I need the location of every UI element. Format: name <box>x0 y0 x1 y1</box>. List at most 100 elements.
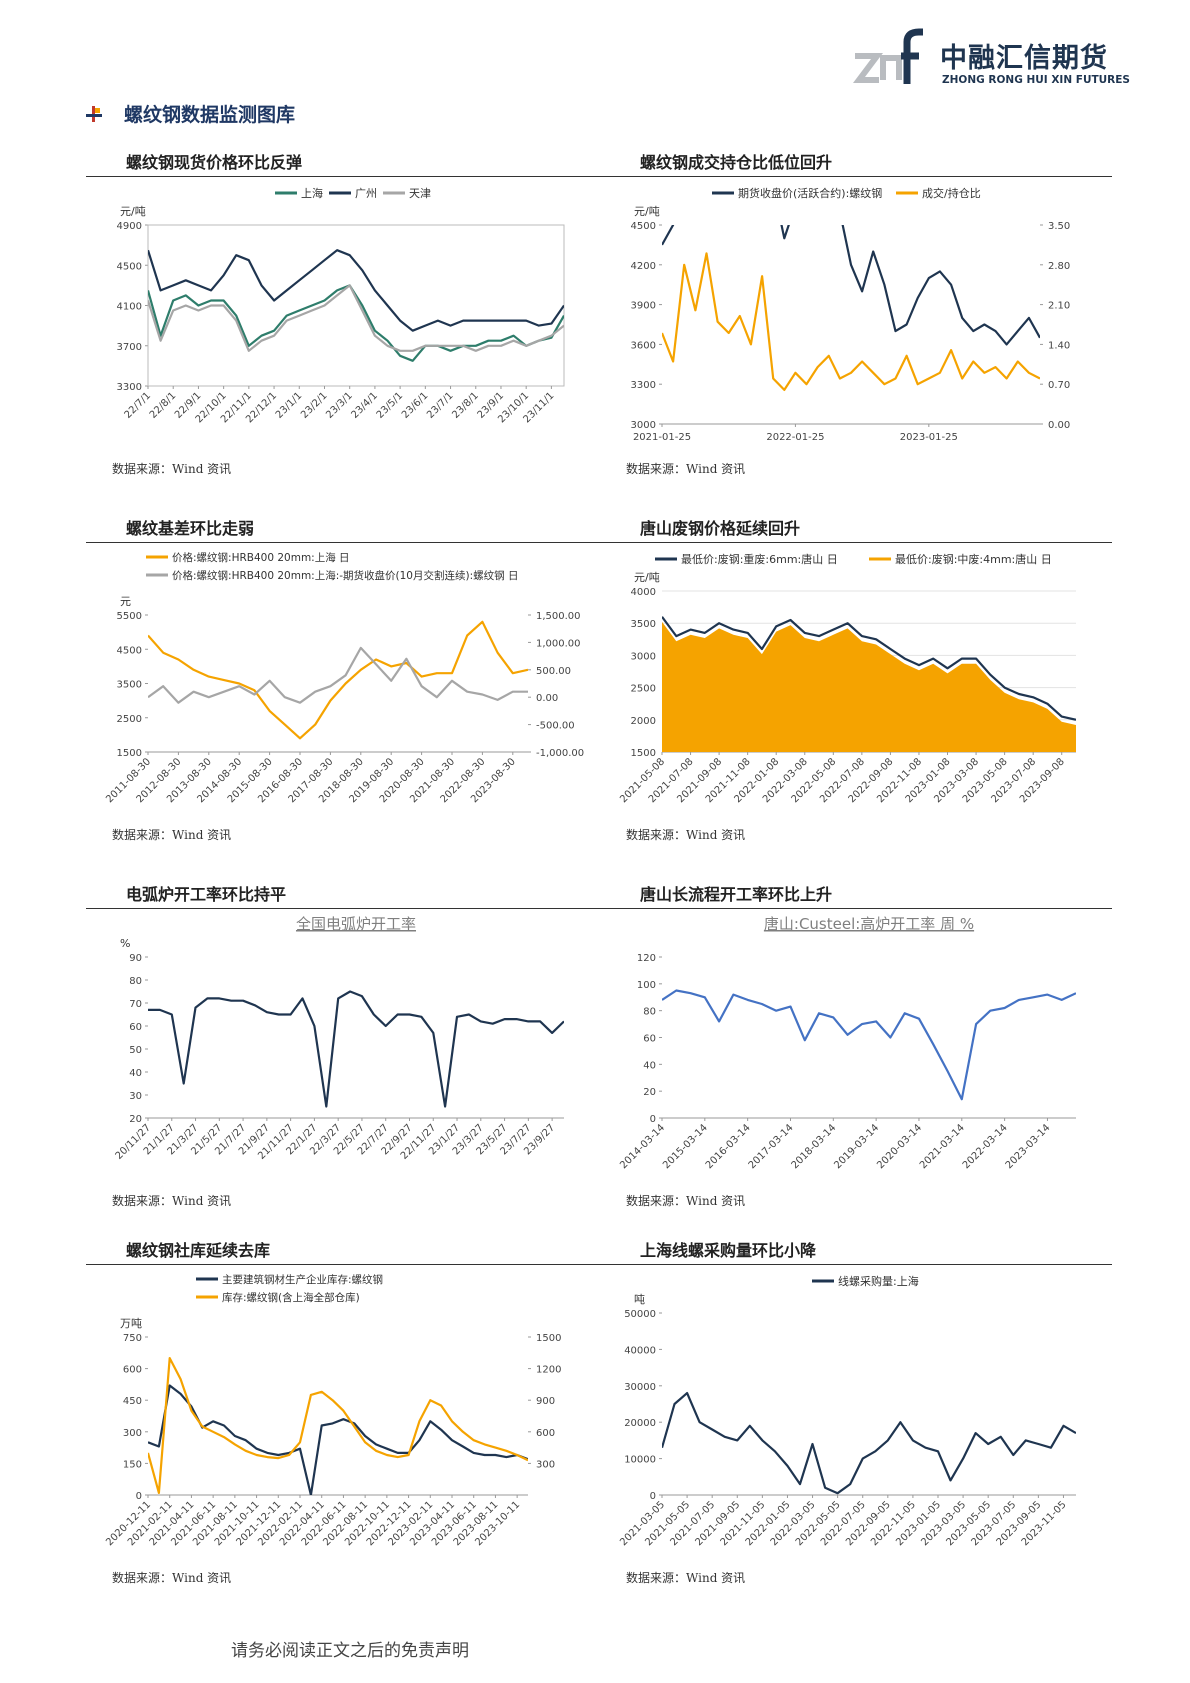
y-tick-label: 4000 <box>631 587 656 598</box>
logo-z <box>853 53 883 83</box>
icon-dot <box>95 108 100 113</box>
chart-title: 螺纹钢现货价格环比反弹 <box>86 150 600 177</box>
x-tick-label: 22/7/1 <box>123 390 154 421</box>
y-tick-label: 80 <box>129 976 142 987</box>
legend-title: 唐山:Custeel:高炉开工率 周 % <box>764 915 974 933</box>
y-tick-label: 3600 <box>631 340 656 351</box>
legend-label: 上海 <box>301 186 323 200</box>
y2-tick-label: 300 <box>536 1459 555 1470</box>
chart-panel: 螺纹钢社库延续去库 主要建筑钢材生产企业库存:螺纹钢 库存:螺纹钢(含上海全部仓库)… <box>86 1238 600 1593</box>
x-tick-label: 23/1/1 <box>274 390 305 421</box>
x-tick-label: 23/7/1 <box>425 390 456 421</box>
y-tick-label: 4500 <box>631 221 656 232</box>
y-axis-unit: 元/吨 <box>634 571 660 584</box>
y-axis-unit: 元 <box>120 595 131 608</box>
chart-source: 数据来源：Wind 资讯 <box>626 462 746 476</box>
y-tick-label: 120 <box>637 953 656 964</box>
x-tick-label: 2019-03-14 <box>832 1122 881 1171</box>
x-tick-label: 2022-03-14 <box>961 1122 1010 1171</box>
y2-tick-label: 0.00 <box>536 693 558 704</box>
chart-title: 唐山长流程开工率环比上升 <box>600 882 1112 909</box>
y-tick-label: 600 <box>123 1365 142 1376</box>
x-tick-label: 23/8/1 <box>450 390 481 421</box>
y-tick-label: 30000 <box>624 1382 656 1393</box>
y-tick-label: 4100 <box>117 302 142 313</box>
chart-source: 数据来源：Wind 资讯 <box>112 1571 232 1585</box>
y2-tick-label: -500.00 <box>536 721 575 732</box>
y-tick-label: 3500 <box>631 619 656 630</box>
chart-title: 螺纹钢成交持仓比低位回升 <box>600 150 1112 177</box>
x-tick-label: 2015-03-14 <box>661 1122 710 1171</box>
y-tick-label: 3300 <box>631 380 656 391</box>
chart-title: 唐山废钢价格延续回升 <box>600 516 1112 543</box>
y-tick-label: 3000 <box>631 651 656 662</box>
y-tick-label: 2500 <box>631 684 656 695</box>
legend-label: 天津 <box>409 187 431 200</box>
x-tick-label: 2014-03-14 <box>618 1122 667 1171</box>
chart-title: 上海线螺采购量环比小降 <box>600 1238 1112 1265</box>
legend-label: 库存:螺纹钢(含上海全部仓库) <box>222 1291 360 1304</box>
legend-title: 全国电弧炉开工率 <box>296 915 416 933</box>
x-tick-label: 23/3/1 <box>324 390 355 421</box>
x-tick-label: 23/5/1 <box>375 390 406 421</box>
chart: 唐山:Custeel:高炉开工率 周 % 0 20 40 60 80 100 120 2014-… <box>618 915 1076 1171</box>
y-tick-label: 40 <box>643 1060 656 1071</box>
chart: 全国电弧炉开工率%203040506070809020/11/2721/1/27… <box>114 915 564 1162</box>
x-tick-label: 23/2/1 <box>299 390 330 421</box>
y-tick-label: 60 <box>129 1022 142 1033</box>
line <box>148 249 564 332</box>
legend-label: 最低价:废钢:重废:6mm:唐山 日 <box>681 552 838 566</box>
logo-n <box>880 55 902 80</box>
legend-label: 价格:螺纹钢:HRB400 20mm:上海 日 <box>172 551 350 564</box>
line <box>148 284 564 352</box>
y-tick-label: 2000 <box>631 716 656 727</box>
x-tick-label: 2022-01-25 <box>766 432 824 443</box>
y-tick-label: 20000 <box>624 1418 656 1429</box>
chart: 价格:螺纹钢:HRB400 20mm:上海 日价格:螺纹钢:HRB400 20m… <box>104 551 584 805</box>
y-tick-label: 60 <box>643 1034 656 1045</box>
y2-tick-label: -1,000.00 <box>536 748 584 759</box>
chart-title: 电弧炉开工率环比持平 <box>86 882 600 909</box>
legend-label: 线螺采购量:上海 <box>838 1274 919 1288</box>
y-tick-label: 3000 <box>631 420 656 431</box>
y-tick-label: 50000 <box>624 1309 656 1320</box>
line <box>662 225 1040 346</box>
y-tick-label: 4200 <box>631 261 656 272</box>
y-tick-label: 1500 <box>631 748 656 759</box>
y-tick-label: 300 <box>123 1428 142 1439</box>
y2-tick-label: 3.50 <box>1048 221 1070 232</box>
x-tick-label: 2023-03-14 <box>1004 1122 1053 1171</box>
y2-tick-label: 500.00 <box>536 666 571 677</box>
chart-panel: 螺纹基差环比走弱 价格:螺纹钢:HRB400 20mm:上海 日价格:螺纹钢:HR… <box>86 516 600 850</box>
x-tick-label: 2021-03-14 <box>918 1122 967 1171</box>
line <box>662 616 1076 721</box>
line <box>148 1384 528 1495</box>
brand-name: 中融汇信期货 <box>940 43 1108 74</box>
section-title: 螺纹钢数据监测图库 <box>124 104 296 126</box>
y-tick-label: 4900 <box>117 221 142 232</box>
y2-tick-label: 0.00 <box>1048 420 1070 431</box>
legend-label: 主要建筑钢材生产企业库存:螺纹钢 <box>222 1273 383 1286</box>
y-tick-label: 3700 <box>117 342 142 353</box>
line <box>148 646 528 704</box>
line <box>662 1392 1076 1495</box>
chart-source: 数据来源：Wind 资讯 <box>112 462 232 476</box>
y2-tick-label: 1,000.00 <box>536 638 581 649</box>
x-tick-label: 2023-01-25 <box>900 432 958 443</box>
y-tick-label: 750 <box>123 1333 142 1344</box>
chart-panel: 唐山废钢价格延续回升 最低价:废钢:重废:6mm:唐山 日 最低价:废钢:中废:4m… <box>600 516 1112 850</box>
chart: 上海 广州 天津元/吨 3300 3700 4100 4500 4900 22/7/122/8/… <box>117 186 565 425</box>
chart: 线螺采购量:上海吨010000200003000040000500002021-… <box>618 1274 1076 1548</box>
y-axis-unit: 万吨 <box>120 1317 142 1330</box>
y-axis-unit: 吨 <box>634 1293 645 1306</box>
legend-label: 成交/持仓比 <box>922 186 981 200</box>
y-tick-label: 40 <box>129 1068 142 1079</box>
y2-tick-label: 1.40 <box>1048 340 1070 351</box>
x-tick-label: 2017-03-14 <box>747 1122 796 1171</box>
y-tick-label: 4500 <box>117 645 142 656</box>
line <box>148 284 564 362</box>
footer: 请务必阅读正文之后的免责声明 <box>231 1641 469 1661</box>
x-tick-label: 2020-03-14 <box>875 1122 924 1171</box>
